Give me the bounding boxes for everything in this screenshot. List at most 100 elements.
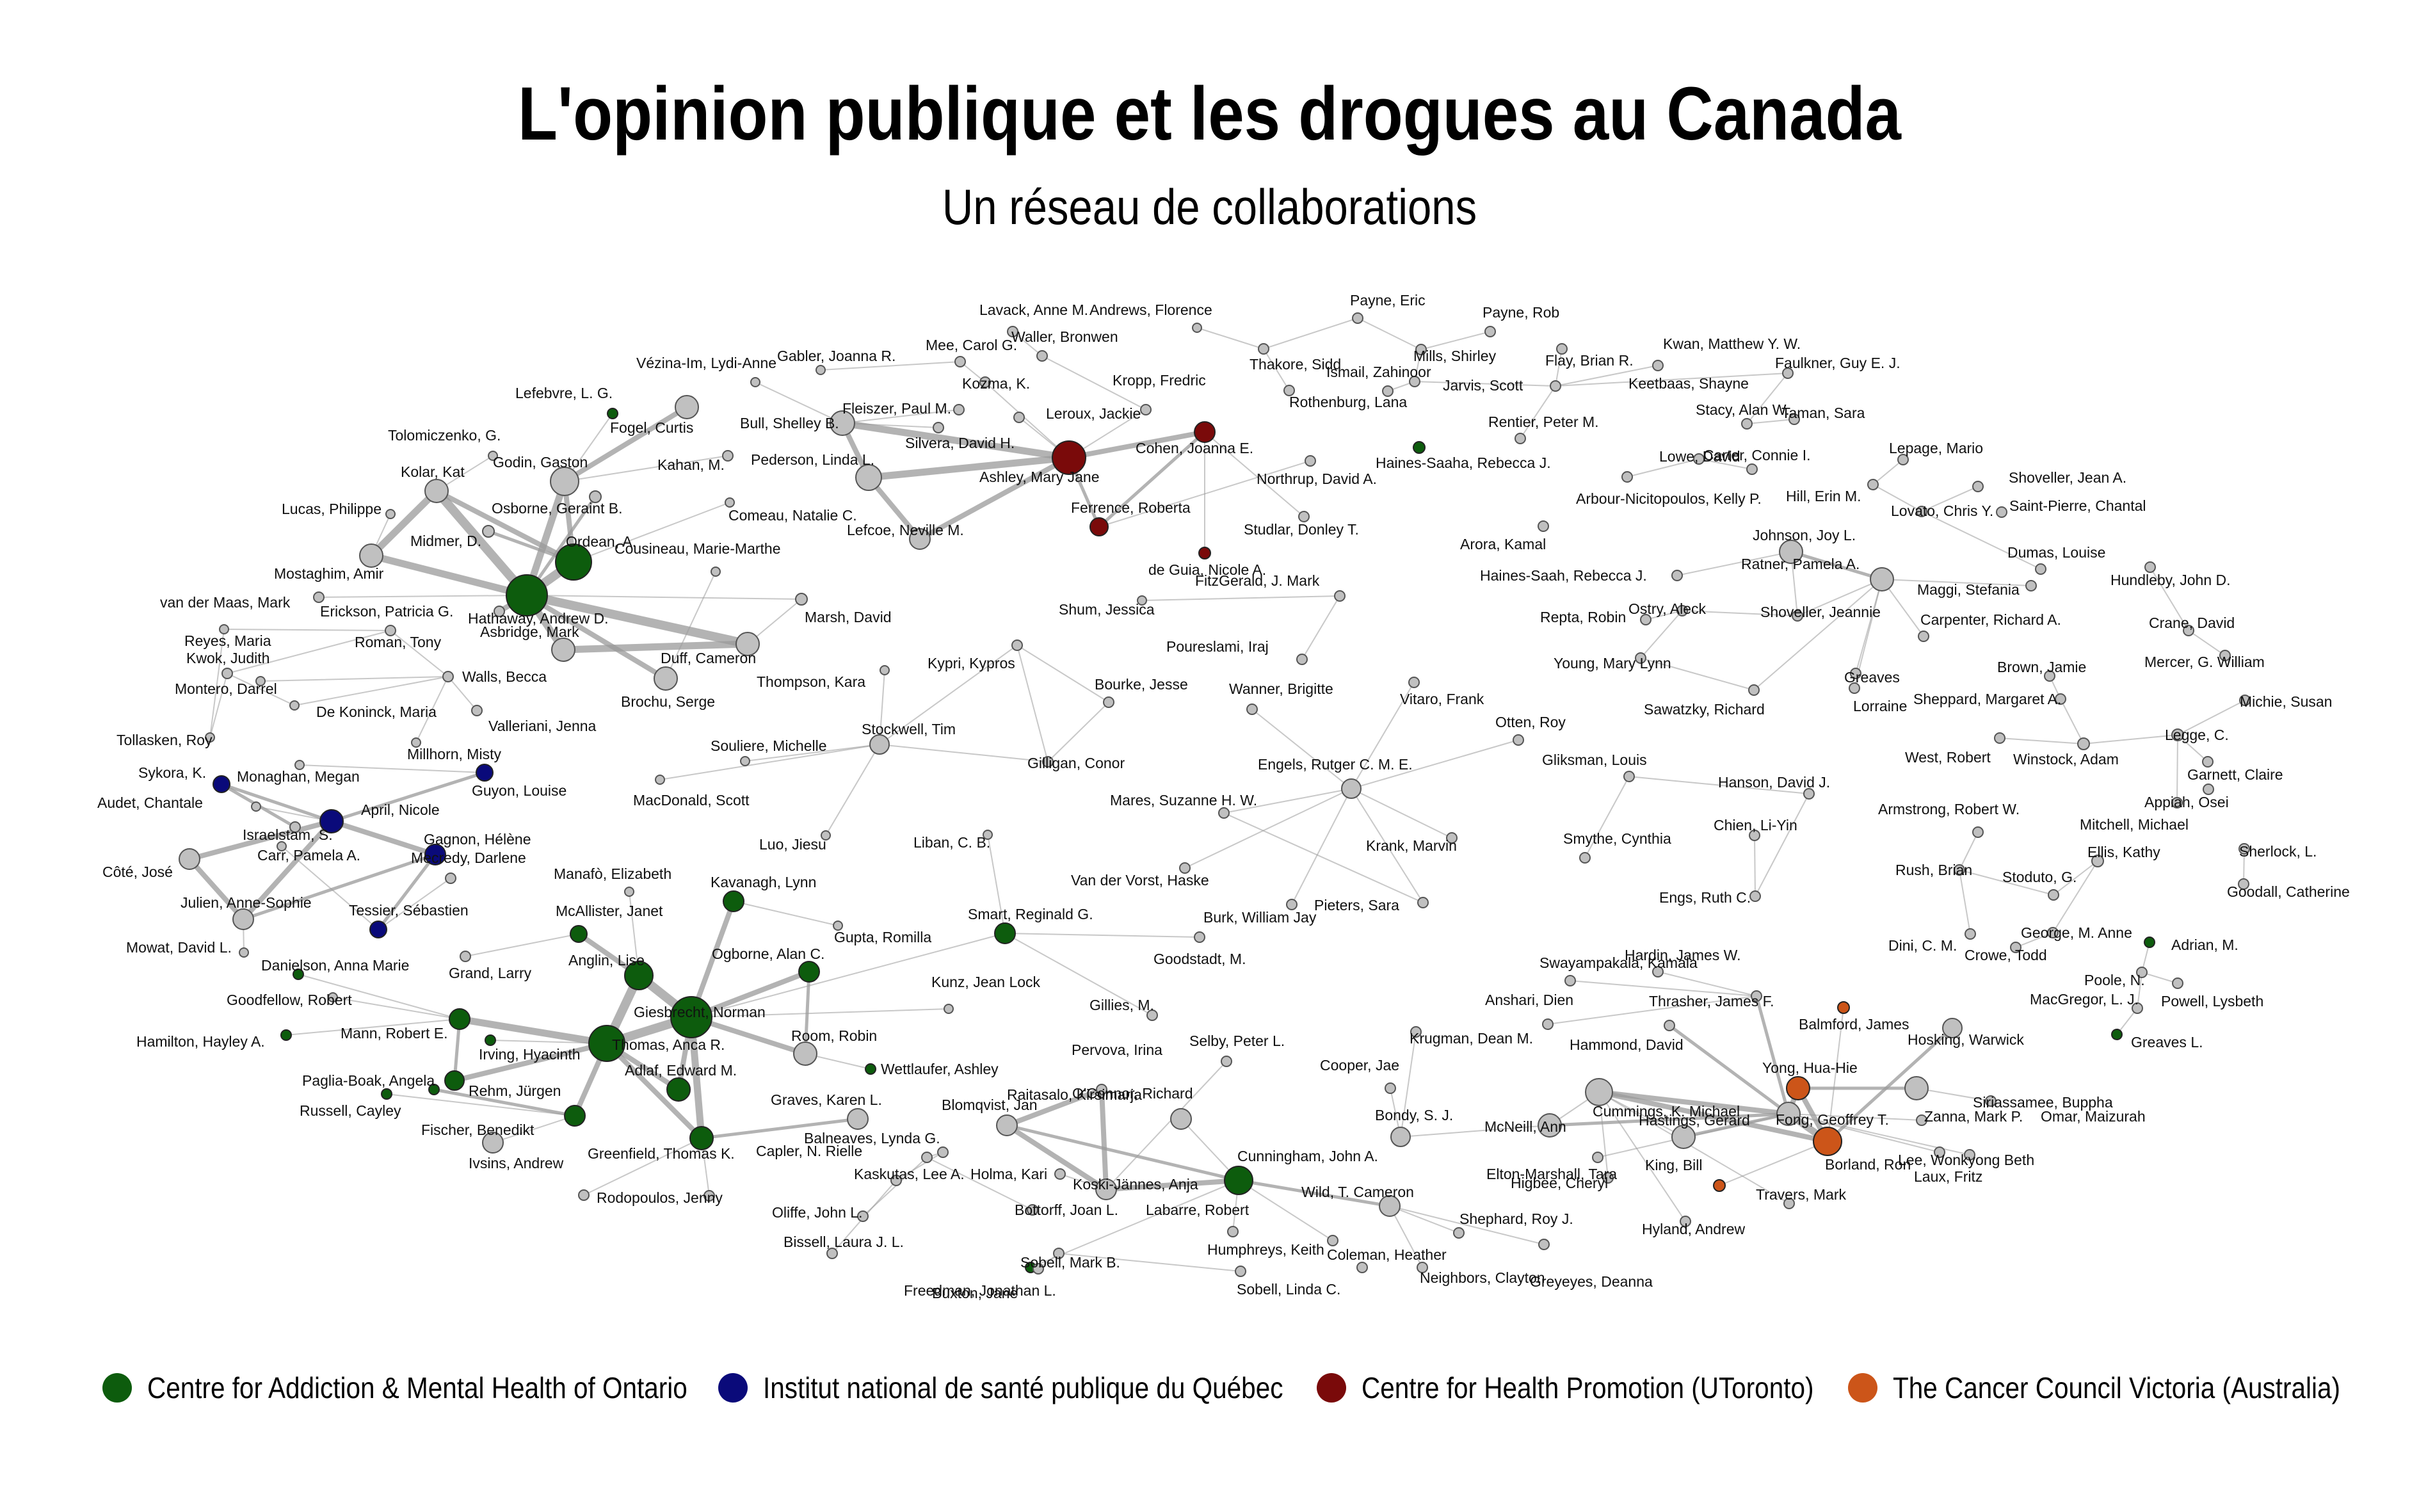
author-label: Irving, Hyacinth bbox=[479, 1046, 581, 1063]
author-node bbox=[624, 887, 634, 897]
author-node bbox=[494, 606, 505, 617]
author-node bbox=[1390, 1127, 1411, 1147]
author-node bbox=[1592, 1152, 1603, 1163]
author-label: Tolomiczenko, G. bbox=[388, 427, 501, 444]
collaboration-edge bbox=[1640, 610, 1683, 659]
author-node bbox=[1849, 682, 1860, 694]
author-label: Kozma, K. bbox=[962, 375, 1030, 392]
author-node bbox=[798, 961, 820, 983]
author-node bbox=[865, 1063, 876, 1075]
collaboration-edge bbox=[1570, 980, 1757, 997]
collaboration-edge bbox=[1105, 1061, 1227, 1190]
author-node bbox=[1676, 605, 1688, 616]
author-label: Erickson, Patricia G. bbox=[320, 603, 453, 620]
author-node bbox=[570, 925, 588, 943]
collaboration-edge bbox=[559, 640, 751, 654]
author-label: Vitaro, Frank bbox=[1400, 691, 1484, 707]
author-node bbox=[821, 830, 831, 840]
author-node bbox=[1409, 376, 1420, 387]
collaboration-edge bbox=[260, 676, 449, 682]
author-label: Coleman, Heather bbox=[1327, 1246, 1447, 1263]
author-label: MacGregor, L. J. bbox=[2030, 991, 2139, 1008]
author-node bbox=[1792, 610, 1803, 622]
author-label: Siriassamee, Buppha bbox=[1973, 1094, 2113, 1111]
author-label: Krank, Marvin bbox=[1366, 837, 1457, 854]
author-label: Anshari, Dien bbox=[1485, 992, 1573, 1008]
author-label: Thomas, Anca R. bbox=[612, 1036, 725, 1053]
collaboration-edge bbox=[1400, 1125, 1550, 1138]
author-node bbox=[2010, 942, 2021, 953]
collaboration-edge bbox=[1627, 458, 1700, 478]
legend-item-chp: Centre for Health Promotion (UToronto) bbox=[1317, 1362, 1876, 1413]
author-label: Shoveller, Jean A. bbox=[2009, 469, 2126, 486]
author-node bbox=[795, 593, 808, 606]
collaboration-edge bbox=[1872, 459, 1904, 485]
author-label: Haines-Saaha, Rebecca J. bbox=[1376, 454, 1551, 471]
author-label: Rush, Brian bbox=[1895, 862, 1972, 878]
author-node bbox=[2111, 1029, 2123, 1040]
author-node bbox=[1027, 1204, 1038, 1216]
author-label: Payne, Rob bbox=[1483, 304, 1559, 321]
collaboration-edge bbox=[1753, 579, 1883, 691]
author-label: Andrews, Florence bbox=[1089, 302, 1212, 318]
author-node bbox=[1749, 890, 1761, 902]
collaboration-edge bbox=[842, 409, 960, 424]
author-node bbox=[1096, 1084, 1107, 1095]
collaboration-edge bbox=[564, 455, 728, 482]
collaboration-edge bbox=[1881, 579, 2032, 586]
author-label: Capler, N. Rielle bbox=[756, 1143, 862, 1159]
author-node bbox=[1803, 788, 1815, 800]
author-label: Hathaway, Andrew D. bbox=[468, 610, 608, 627]
author-label: Hanson, David J. bbox=[1718, 774, 1830, 791]
author-node bbox=[1042, 756, 1054, 768]
author-node bbox=[1680, 1216, 1691, 1227]
author-label: Higbee, Cheryl bbox=[1511, 1175, 1608, 1191]
author-node bbox=[1379, 1195, 1401, 1217]
author-label: Ashley, Mary Jane bbox=[979, 469, 1099, 485]
author-label: Cohen, Joanna E. bbox=[1136, 440, 1253, 456]
author-label: Powell, Lysbeth bbox=[2161, 993, 2263, 1009]
author-node bbox=[482, 525, 495, 538]
collaboration-edge bbox=[1389, 1205, 1423, 1268]
author-label: Zanna, Mark P. bbox=[1924, 1108, 2023, 1125]
author-node bbox=[1089, 517, 1109, 536]
author-label: Gillies, M. bbox=[1089, 997, 1154, 1013]
author-label: Armstrong, Robert W. bbox=[1878, 801, 2020, 817]
author-label: Lepage, Mario bbox=[1889, 440, 1983, 456]
network-labels: Lefebvre, L. G. Fogel, Curtis Tolomiczenko… bbox=[97, 292, 2350, 1301]
author-node bbox=[1664, 1020, 1675, 1031]
author-node bbox=[1538, 1239, 1550, 1250]
collaboration-edge bbox=[842, 422, 939, 428]
author-node bbox=[294, 760, 305, 770]
author-label: Thompson, Kara bbox=[757, 673, 865, 690]
author-node bbox=[666, 1077, 691, 1102]
author-node bbox=[424, 844, 446, 865]
author-label: Comeau, Natalie C. bbox=[728, 507, 857, 524]
collaboration-edge bbox=[294, 676, 449, 706]
collaboration-edge bbox=[573, 502, 730, 563]
author-node bbox=[1788, 414, 1800, 425]
author-label: Michie, Susan bbox=[2240, 693, 2332, 710]
collaboration-edge bbox=[318, 595, 527, 598]
legend-label: Centre for Addiction & Mental Health of … bbox=[147, 1371, 687, 1404]
author-label: Wild, T. Cameron bbox=[1301, 1184, 1414, 1200]
collaboration-edge bbox=[1351, 739, 1519, 789]
collaboration-edge bbox=[1414, 381, 1556, 387]
author-label: Greaves L. bbox=[2131, 1034, 2203, 1050]
author-label: Raitasalo, Kirsimarja bbox=[1007, 1086, 1142, 1103]
author-node bbox=[1415, 344, 1427, 355]
author-label: Maggi, Stefania bbox=[1917, 581, 2020, 598]
author-label: Engs, Ruth C. bbox=[1659, 889, 1751, 906]
author-node bbox=[909, 528, 931, 550]
author-node bbox=[1741, 418, 1753, 430]
collaboration-edge bbox=[524, 593, 668, 681]
author-node bbox=[750, 377, 760, 387]
author-node bbox=[1779, 540, 1803, 564]
collaboration-edge bbox=[1012, 331, 1043, 357]
author-node bbox=[1564, 975, 1576, 986]
author-node bbox=[937, 1146, 949, 1158]
author-label: Kahan, M. bbox=[657, 456, 725, 473]
author-label: Sykora, K. bbox=[138, 764, 206, 781]
legend-swatch bbox=[718, 1373, 748, 1403]
collaboration-edge bbox=[2177, 700, 2246, 736]
